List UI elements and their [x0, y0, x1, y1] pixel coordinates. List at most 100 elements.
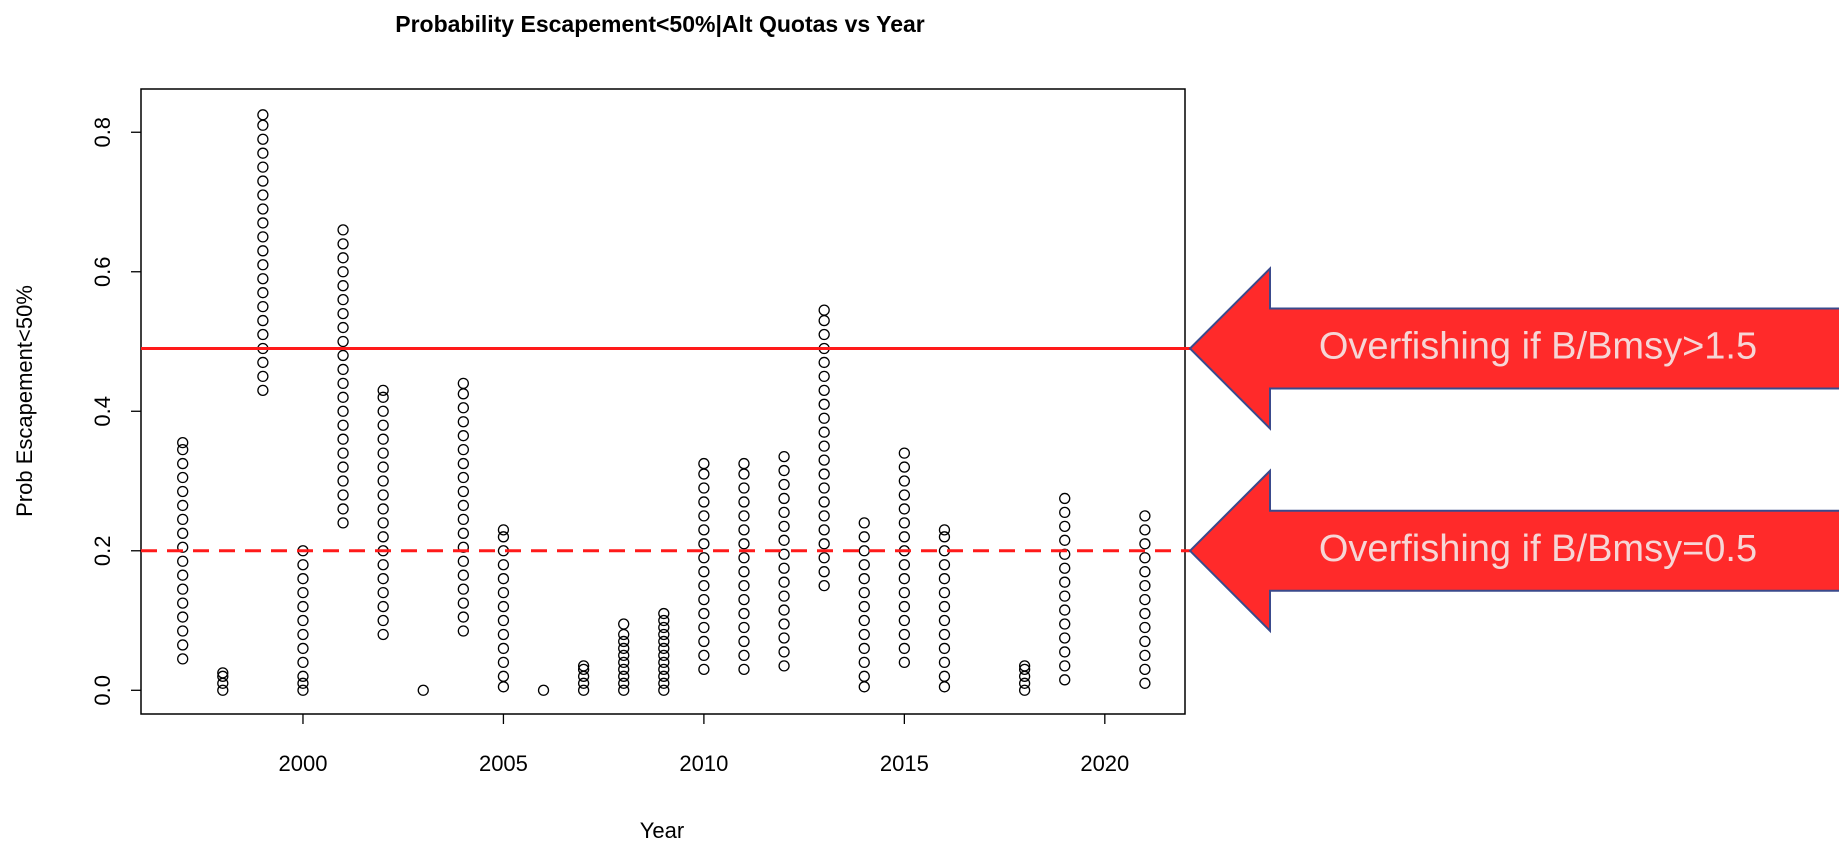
point	[1059, 660, 1071, 672]
point	[698, 621, 710, 634]
point	[337, 377, 349, 390]
point	[818, 538, 830, 550]
point	[337, 419, 349, 431]
point	[497, 681, 510, 693]
point	[738, 524, 750, 536]
point	[337, 224, 349, 236]
point	[738, 580, 750, 592]
point	[1139, 580, 1151, 592]
point	[778, 506, 790, 519]
point	[818, 566, 830, 578]
point	[1139, 635, 1151, 648]
point	[618, 670, 630, 682]
point	[658, 649, 670, 662]
point	[337, 461, 349, 473]
point	[1059, 534, 1071, 546]
point	[738, 607, 750, 620]
point	[177, 527, 189, 539]
point	[738, 457, 750, 470]
point	[738, 496, 750, 508]
point	[938, 628, 951, 641]
point	[698, 552, 710, 564]
point	[1059, 604, 1071, 616]
point	[898, 475, 911, 487]
point	[898, 447, 911, 459]
point	[818, 412, 830, 424]
point	[177, 611, 189, 623]
point	[337, 266, 349, 278]
point	[457, 555, 469, 567]
point	[898, 628, 911, 641]
point	[658, 663, 670, 676]
point	[938, 670, 951, 682]
point	[177, 555, 189, 567]
point	[377, 573, 389, 585]
point	[698, 510, 710, 522]
point	[297, 573, 309, 585]
point	[738, 552, 750, 564]
point	[337, 489, 349, 501]
point	[898, 489, 911, 501]
point	[618, 649, 630, 662]
point	[457, 457, 469, 470]
point	[377, 433, 389, 445]
point	[1018, 663, 1031, 676]
point	[457, 471, 469, 484]
point	[217, 670, 229, 682]
point	[1139, 593, 1151, 606]
point	[177, 471, 189, 484]
y-tick-label: 0.4	[90, 396, 115, 427]
point	[898, 642, 911, 655]
callout-text: Overfishing if B/Bmsy>1.5	[1319, 326, 1757, 368]
point	[1139, 538, 1151, 550]
point	[778, 590, 790, 602]
point	[858, 656, 870, 669]
point	[377, 384, 389, 396]
point	[1018, 677, 1031, 689]
point	[818, 440, 830, 452]
point	[337, 349, 349, 362]
point	[497, 524, 510, 536]
point	[778, 464, 790, 477]
point	[457, 513, 469, 526]
point	[698, 524, 710, 536]
point	[457, 597, 469, 609]
point	[257, 314, 269, 327]
point	[457, 583, 469, 595]
point	[1139, 677, 1151, 689]
point	[497, 670, 510, 682]
point	[738, 538, 750, 550]
point	[257, 245, 269, 257]
point	[778, 660, 790, 672]
point	[177, 485, 189, 498]
point	[618, 628, 630, 641]
point	[217, 667, 229, 679]
point	[457, 388, 469, 400]
point	[257, 175, 269, 187]
point	[537, 684, 550, 696]
point	[497, 559, 510, 571]
point	[577, 660, 590, 672]
point	[618, 635, 630, 648]
point	[658, 670, 670, 682]
point	[898, 586, 911, 599]
x-tick-label: 2020	[1080, 751, 1129, 776]
x-tick-label: 2015	[880, 751, 929, 776]
point	[377, 391, 389, 403]
point	[778, 576, 790, 588]
point	[898, 559, 911, 571]
point	[818, 580, 830, 592]
point	[938, 524, 951, 536]
point	[457, 443, 469, 456]
point	[337, 363, 349, 376]
point	[698, 607, 710, 620]
point	[858, 642, 870, 655]
point	[297, 614, 309, 627]
point	[778, 562, 790, 574]
point	[818, 384, 830, 396]
point	[938, 531, 951, 543]
point	[377, 461, 389, 473]
point	[618, 656, 630, 669]
point	[457, 499, 469, 512]
plot-frame	[140, 88, 1186, 715]
